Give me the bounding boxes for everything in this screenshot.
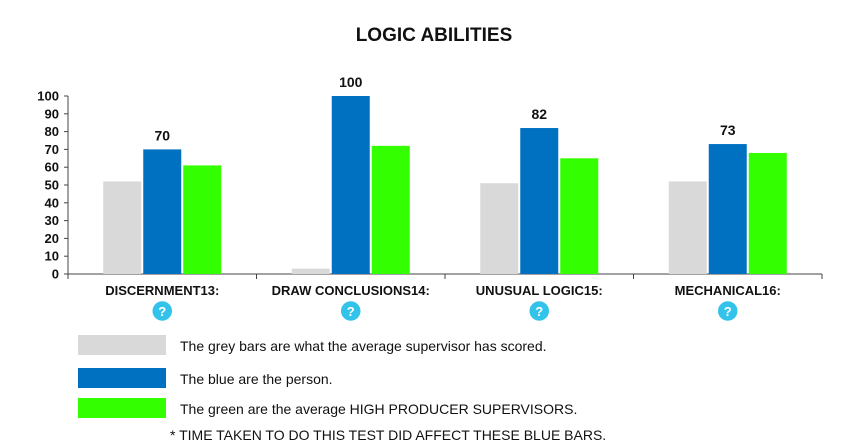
bar-blue (331, 96, 370, 274)
help-icons[interactable]: ???? (151, 299, 739, 323)
legend-label-blue: The blue are the person. (180, 371, 333, 387)
legend-swatch-green (78, 398, 166, 418)
data-label: 82 (531, 106, 547, 122)
help-icon-glyph[interactable]: ? (347, 304, 355, 319)
help-icon-circle[interactable] (339, 299, 362, 323)
x-tick-label: DISCERNMENT13: (105, 283, 219, 298)
bar-green (748, 152, 787, 274)
y-tick-label: 70 (45, 142, 59, 157)
x-tick-label: MECHANICAL16: (675, 283, 781, 298)
data-label: 73 (720, 122, 736, 138)
y-tick-label: 50 (45, 178, 59, 193)
y-tick-label: 60 (45, 160, 59, 175)
y-tick-label: 100 (37, 89, 59, 104)
bar-grey (480, 183, 519, 274)
y-tick-label: 40 (45, 195, 59, 210)
help-icon[interactable]: ? (528, 299, 551, 323)
y-tick-label: 80 (45, 124, 59, 139)
bars (103, 96, 787, 274)
help-icon-glyph[interactable]: ? (535, 304, 543, 319)
help-icon[interactable]: ? (151, 299, 174, 323)
data-labels: 70 100 82 73 (154, 74, 735, 143)
x-tick-label: DRAW CONCLUSIONS14: (272, 283, 430, 298)
bar-blue (520, 128, 559, 274)
y-axis: 0 10 20 30 40 50 60 70 80 90 100 (37, 89, 69, 282)
x-tick-label: UNUSUAL LOGIC15: (476, 283, 603, 298)
help-icon-glyph[interactable]: ? (158, 304, 166, 319)
y-tick-label: 30 (45, 213, 59, 228)
legend-swatch-blue (78, 368, 166, 388)
footnote: * TIME TAKEN TO DO THIS TEST DID AFFECT … (170, 427, 607, 443)
help-icon-glyph[interactable]: ? (724, 304, 732, 319)
help-icon[interactable]: ? (339, 299, 362, 323)
y-tick-label: 20 (45, 231, 59, 246)
legend-label-grey: The grey bars are what the average super… (180, 338, 547, 354)
bar-chart: LOGIC ABILITIES 0 10 20 30 40 50 60 70 80 90 100 7… (37, 25, 823, 323)
bar-green (560, 158, 599, 274)
help-icon-circle[interactable] (716, 299, 739, 323)
bar-green (183, 165, 222, 274)
data-label: 100 (339, 74, 363, 90)
bar-grey (103, 181, 142, 274)
y-tick-label: 10 (45, 249, 59, 264)
x-axis (67, 273, 823, 279)
help-icon-circle[interactable] (528, 299, 551, 323)
bar-grey (291, 268, 330, 274)
bar-blue (708, 144, 747, 274)
bar-green (371, 145, 410, 274)
legend-label-green: The green are the average HIGH PRODUCER … (180, 401, 578, 417)
bar-grey (668, 181, 707, 274)
bar-blue (143, 149, 182, 274)
category-labels: DISCERNMENT13: DRAW CONCLUSIONS14: UNUSUAL… (105, 283, 781, 298)
y-tick-label: 0 (52, 267, 59, 282)
legend-swatch-grey (78, 335, 166, 355)
help-icon[interactable]: ? (716, 299, 739, 323)
y-tick-label: 90 (45, 106, 59, 121)
chart-title: LOGIC ABILITIES (356, 25, 513, 46)
data-label: 70 (154, 127, 170, 143)
help-icon-circle[interactable] (151, 299, 174, 323)
